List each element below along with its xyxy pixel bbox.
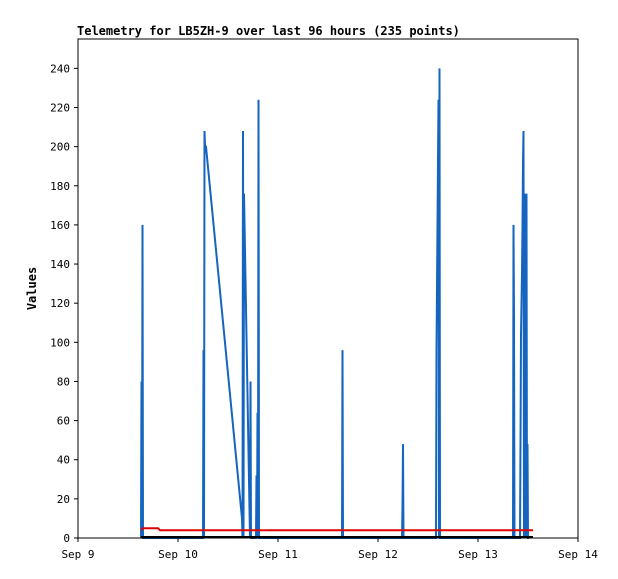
x-tick-label: Sep 9 (61, 548, 94, 561)
x-tick-label: Sep 11 (258, 548, 298, 561)
series-line-0 (140, 68, 529, 539)
series-line-1 (140, 527, 533, 532)
y-tick-label: 200 (50, 141, 70, 154)
x-tick-label: Sep 10 (158, 548, 198, 561)
y-tick-label: 80 (57, 375, 70, 388)
y-tick-label: 180 (50, 180, 70, 193)
y-axis-label: Values (25, 267, 39, 310)
y-tick-label: 20 (57, 493, 70, 506)
y-tick-label: 240 (50, 62, 70, 75)
y-tick-label: 140 (50, 258, 70, 271)
y-tick-label: 40 (57, 454, 70, 467)
axis-ticks: 0 20 40 60 80 100 120 140 160 180 200 220 240 Sep 9 Se… (50, 62, 598, 561)
y-tick-label: 100 (50, 336, 70, 349)
x-tick-label: Sep 14 (558, 548, 598, 561)
chart-title: Telemetry for LB5ZH-9 over last 96 hours… (77, 24, 460, 38)
x-tick-label: Sep 13 (458, 548, 498, 561)
y-tick-label: 220 (50, 101, 70, 114)
x-tick-label: Sep 12 (358, 548, 398, 561)
y-tick-label: 160 (50, 219, 70, 232)
y-tick-label: 0 (63, 532, 70, 545)
y-tick-label: 120 (50, 297, 70, 310)
y-tick-label: 60 (57, 415, 70, 428)
plot-area (140, 68, 533, 539)
plot-frame (77, 38, 579, 539)
